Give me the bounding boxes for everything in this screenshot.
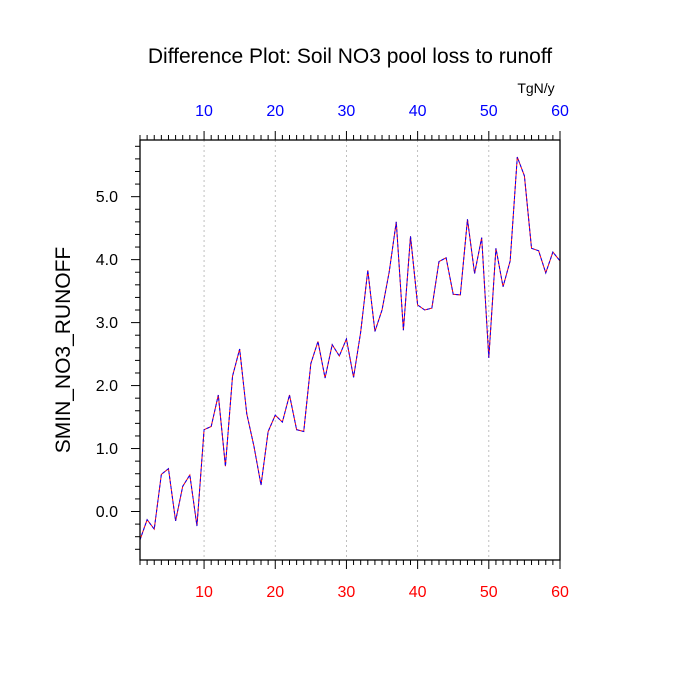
x-tick-label-top: 60 <box>551 103 569 120</box>
x-tick-label-bottom: 60 <box>551 584 569 601</box>
tick-labels: 10 10 20 20 30 30 40 40 50 50 60 60 0.0 1.0 2.0 3.0 4.0 5… <box>96 103 569 601</box>
y-axis-label: SMIN_NO3_RUNOFF <box>52 247 75 454</box>
y-tick-label: 0.0 <box>96 504 118 521</box>
y-tick-label: 1.0 <box>96 441 118 458</box>
y-tick-label: 3.0 <box>96 315 118 332</box>
y-tick-label: 2.0 <box>96 378 118 395</box>
y-tick-label: 4.0 <box>96 252 118 269</box>
units-label: TgN/y <box>517 80 554 96</box>
y-tick-label: 5.0 <box>96 189 118 206</box>
x-tick-label-bottom: 10 <box>195 584 213 601</box>
x-tick-label-top: 30 <box>338 103 356 120</box>
x-tick-label-top: 20 <box>266 103 284 120</box>
x-tick-label-bottom: 40 <box>409 584 427 601</box>
plot-frame <box>139 139 561 561</box>
data-lines <box>139 156 561 541</box>
x-tick-label-top: 50 <box>480 103 498 120</box>
axis-ticks <box>131 131 561 569</box>
x-tick-label-bottom: 30 <box>338 584 356 601</box>
x-tick-label-bottom: 50 <box>480 584 498 601</box>
x-tick-label-bottom: 20 <box>266 584 284 601</box>
x-tick-label-top: 40 <box>409 103 427 120</box>
grid-lines <box>203 140 490 560</box>
x-tick-label-top: 10 <box>195 103 213 120</box>
series-line-blue-dashed <box>139 156 561 541</box>
chart-title: Difference Plot: Soil NO3 pool loss to r… <box>148 45 552 68</box>
